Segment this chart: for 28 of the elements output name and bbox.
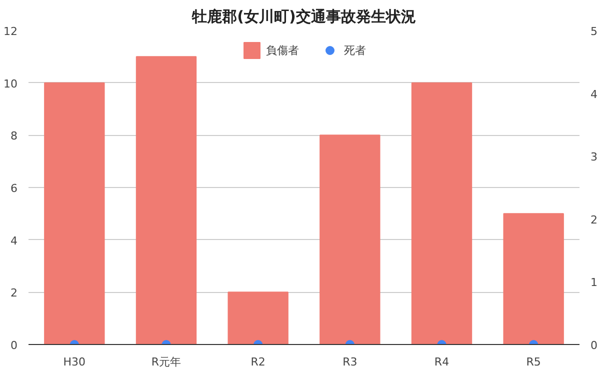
x-tick-label: R5 [526,356,541,368]
y-tick-label: 2 [10,286,18,300]
bar [44,82,105,344]
bar [136,56,197,344]
y2-tick-label: 3 [590,150,598,164]
x-tick-label: R3 [342,356,358,368]
bar [503,213,564,344]
y2-tick-label: 5 [590,25,598,38]
y-tick-label: 0 [10,339,18,352]
y-tick-label: 6 [10,182,18,195]
x-tick-label: R元年 [151,356,182,368]
legend-label: 負傷者 [266,42,299,58]
x-tick-label: R2 [250,356,266,368]
chart-title: 牡鹿郡(女川町)交通事故発生状況 [191,8,416,26]
bar [411,82,472,344]
legend-label: 死者 [344,42,366,58]
y2-tick-label: 4 [590,88,598,101]
y-tick-label: 10 [4,77,18,90]
y-tick-label: 8 [10,130,18,143]
bar [320,134,380,344]
y-tick-label: 4 [10,234,18,248]
x-tick-label: H30 [63,356,86,368]
x-tick-label: R4 [434,356,450,368]
y2-tick-label: 2 [590,213,598,226]
y2-tick-label: 0 [590,339,598,352]
y-tick-label: 12 [4,25,18,38]
bar [228,292,288,344]
y2-tick-label: 1 [590,276,598,290]
